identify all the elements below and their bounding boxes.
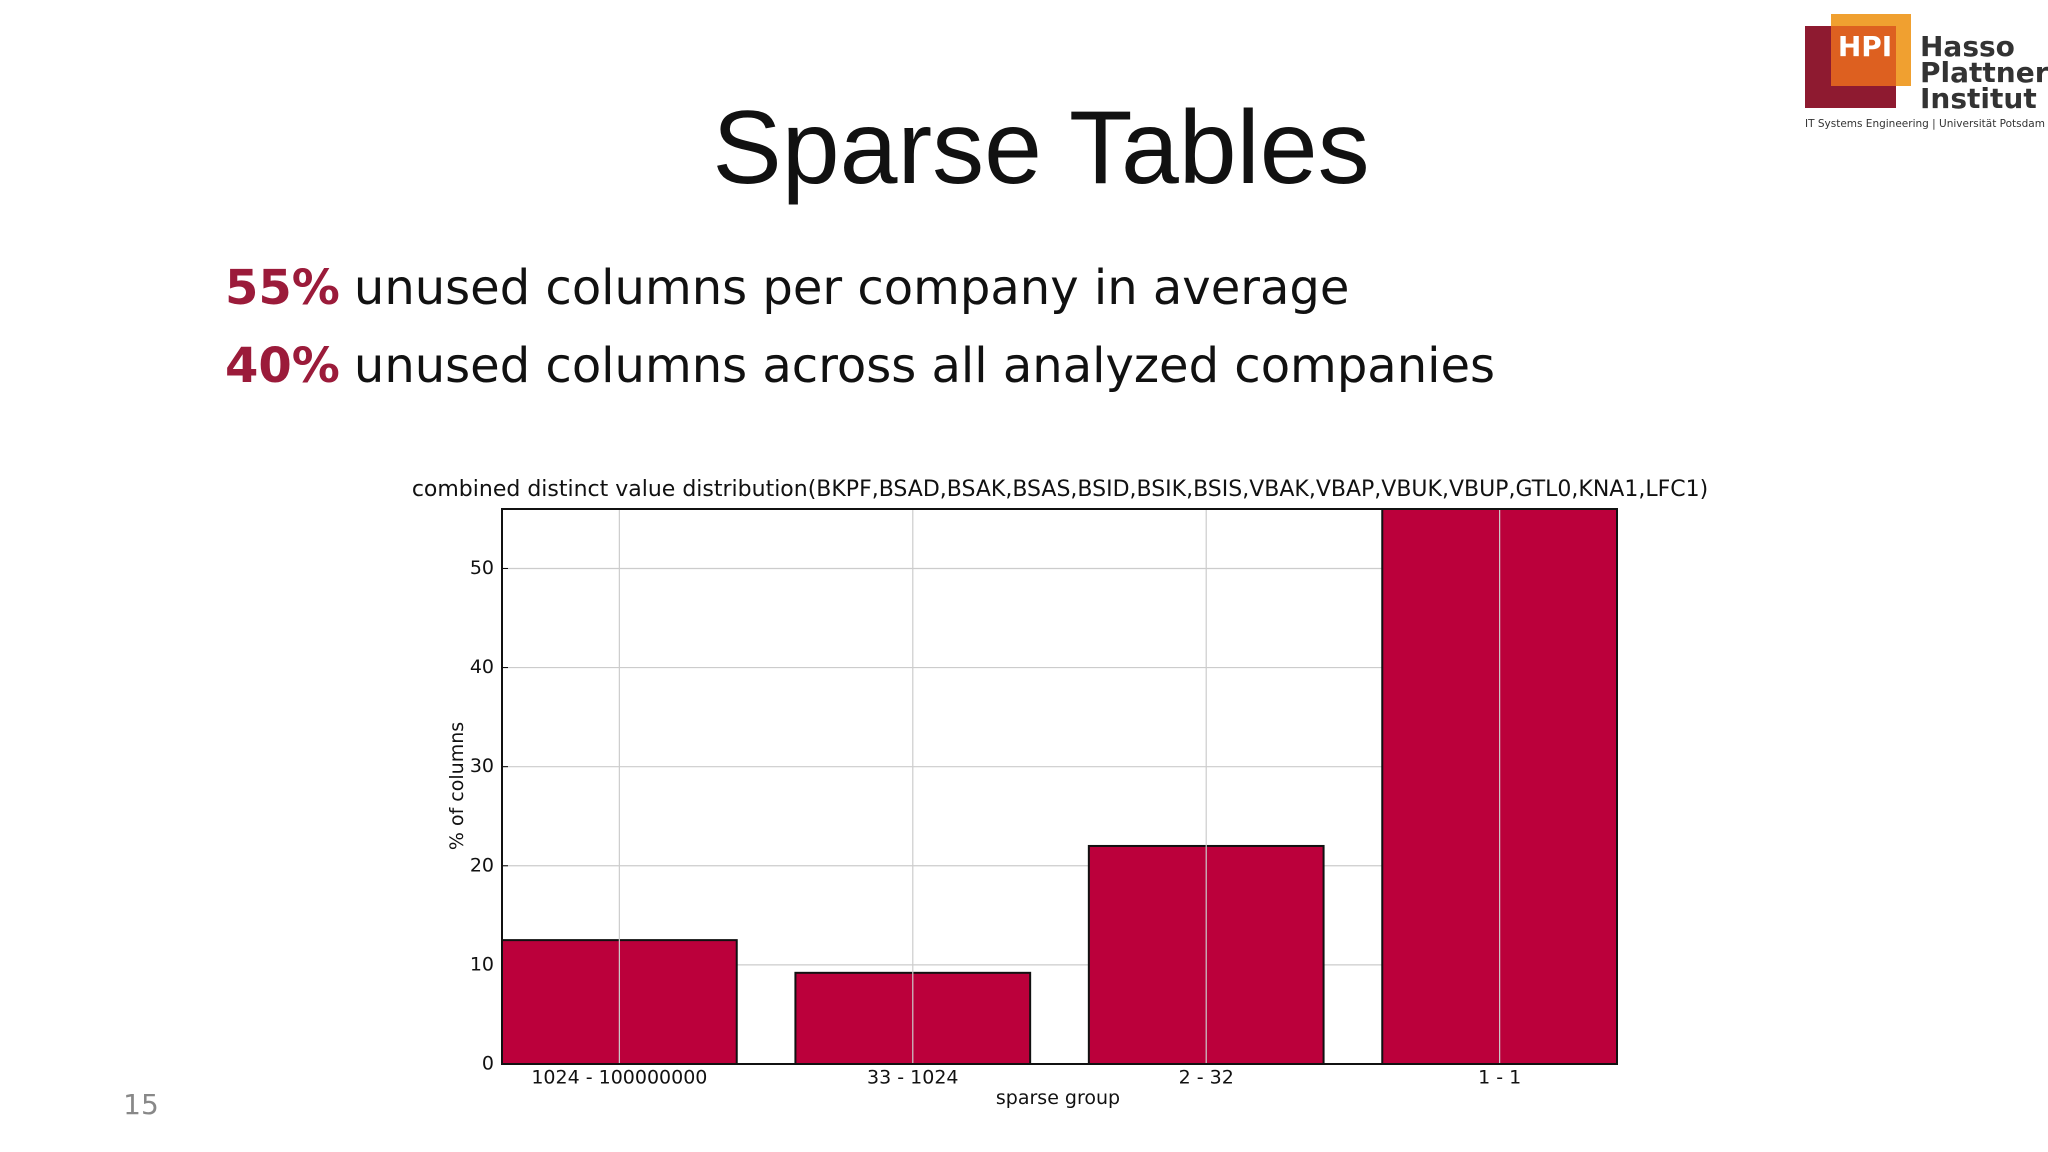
logo-mark: HPI	[1838, 30, 1892, 63]
x-tick-label: 33 - 1024	[867, 1067, 958, 1089]
x-tick-label: 1 - 1	[1478, 1067, 1521, 1089]
logo-line: Hasso	[1920, 30, 2015, 63]
bullet: 40% unused columns across all analyzed co…	[225, 338, 1495, 394]
x-tick-label: 1024 - 100000000	[531, 1067, 707, 1089]
bullet-highlight: 55%	[225, 260, 340, 316]
bullet-text: unused columns per company in average	[354, 260, 1349, 316]
y-tick-label: 0	[482, 1053, 494, 1075]
page-number: 15	[123, 1088, 159, 1121]
bullet: 55% unused columns per company in average	[225, 260, 1349, 316]
chart-title: combined distinct value distribution(BKP…	[412, 477, 1708, 502]
logo-line: Plattner	[1920, 56, 2048, 89]
logo-tagline: IT Systems Engineering | Universität Pot…	[1805, 118, 2045, 130]
y-tick-label: 50	[470, 557, 494, 579]
x-tick-label: 2 - 32	[1179, 1067, 1234, 1089]
plot-frame	[501, 508, 1618, 1065]
y-tick-label: 20	[470, 854, 494, 876]
logo-square	[1831, 26, 1896, 86]
bullet-highlight: 40%	[225, 338, 340, 394]
y-axis-label: % of columns	[446, 722, 468, 850]
logo-line: Institut	[1920, 82, 2037, 115]
y-tick-label: 40	[470, 656, 494, 678]
x-axis-label: sparse group	[996, 1087, 1120, 1109]
y-tick-label: 30	[470, 755, 494, 777]
bullet-text: unused columns across all analyzed compa…	[354, 338, 1495, 394]
y-tick-label: 10	[470, 953, 494, 975]
slide-title: Sparse Tables	[712, 90, 1369, 206]
